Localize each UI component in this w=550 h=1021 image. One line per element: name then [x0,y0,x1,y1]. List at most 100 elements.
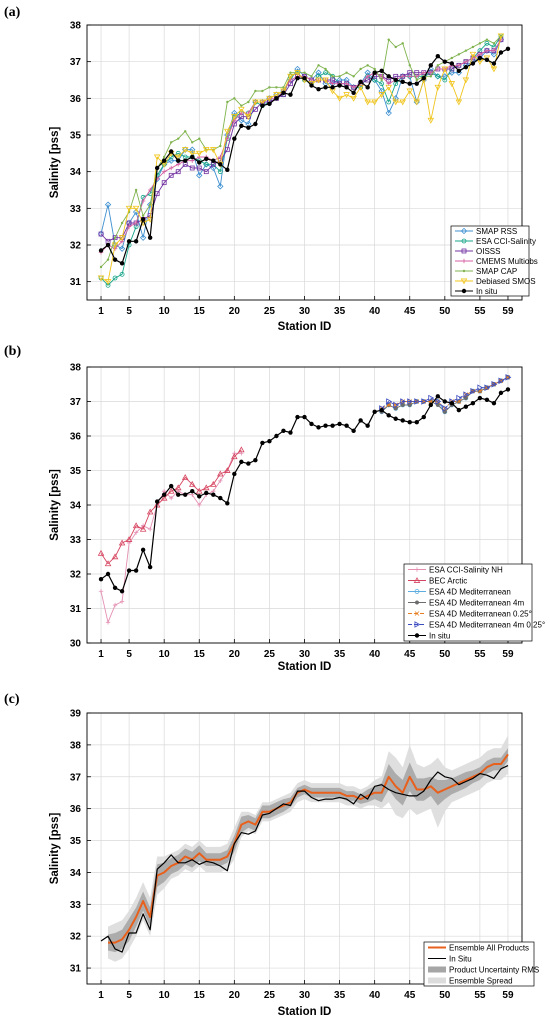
data-point [232,471,237,477]
data-point [330,423,335,428]
legend-marker [461,248,467,254]
x-tick-label: 55 [474,990,486,1001]
data-point [147,526,153,532]
data-point [141,214,145,217]
chart-panel-2: (b)1 5 10 15 20 25 30 35 40 45 50 55 593031323334353… [4,344,545,673]
data-point [252,99,259,106]
data-point [168,157,175,164]
data-point [421,414,426,420]
data-point [485,38,489,41]
x-tick-label: 40 [369,649,381,660]
series-line [100,765,509,953]
y-axis-label: Salinity [pss] [49,469,61,541]
data-point [288,92,293,97]
data-point [125,205,133,212]
data-point [275,86,278,89]
legend-marker [413,577,421,583]
data-point [139,525,147,532]
data-point [119,261,125,266]
legend-item: Product Uncertainty RMS [428,965,539,974]
data-point [442,399,448,404]
x-tick-label: 10 [159,649,171,660]
data-point [484,57,490,63]
data-point [181,473,189,480]
data-point [99,265,103,269]
data-point [428,402,433,408]
data-point [118,245,126,252]
x-tick-label: 5 [126,306,132,317]
data-point [190,489,195,494]
x-tick-label: 1 [98,306,104,317]
legend-marker [461,258,467,264]
data-point [140,217,146,222]
y-tick-label: 34 [70,501,82,512]
data-point [254,89,257,93]
y-tick-label: 36 [70,432,82,443]
data-point [505,374,512,381]
data-point [118,539,126,546]
data-point [407,81,412,86]
data-point [463,404,469,409]
y-tick-label: 34 [70,868,82,879]
series-line [100,35,502,283]
data-point [378,92,385,99]
data-point [505,387,511,392]
data-point [421,70,426,75]
x-axis-label: Station ID [278,1006,332,1018]
legend-marker [460,227,468,235]
y-tick-label: 35 [70,131,82,142]
data-point [393,402,398,408]
data-point [407,420,412,425]
data-point [462,77,470,84]
data-point [491,61,497,66]
data-point [219,144,222,148]
data-point [247,100,250,104]
panel-label: (c) [4,692,20,707]
data-point [175,169,181,175]
data-point [400,398,407,405]
series-line [100,35,502,268]
data-point [195,487,203,494]
data-point [119,589,125,594]
data-point [302,414,307,420]
y-axis-label: Salinity [pss] [49,813,61,885]
data-point [490,51,498,58]
data-point [105,282,111,288]
data-point [394,45,397,49]
data-point [464,49,468,52]
legend-marker [414,600,420,605]
data-point [365,423,370,428]
data-point [294,70,301,77]
legend: Ensemble All Products In Situ Product Unce… [423,941,539,987]
x-axis-label: Station ID [278,321,332,333]
data-point [435,66,441,72]
legend-label: BEC Arctic [429,576,467,585]
data-point [268,86,271,89]
data-point [434,84,442,91]
legend-item: In Situ [428,954,472,963]
data-point [210,480,217,487]
data-point [98,231,104,237]
data-point [387,38,390,41]
data-point [267,101,272,107]
data-point [379,68,384,74]
x-tick-label: 45 [404,649,416,660]
band-ensemble-spread [108,735,508,962]
data-point [253,121,258,127]
data-point [134,188,138,192]
x-tick-label: 15 [194,306,206,317]
data-point [351,428,356,434]
data-point [105,571,111,577]
data-point [126,224,132,229]
chart-panel-3: (c)1 5 10 15 20 25 30 35 40 45 50 55 593132333435363… [4,692,539,1018]
data-point [331,75,334,78]
data-point [239,123,244,129]
y-tick-label: 37 [70,772,82,783]
data-point [225,501,230,506]
data-point [338,75,341,78]
x-tick-label: 50 [439,649,451,660]
data-point [111,553,119,560]
data-point [153,154,161,161]
series-in-situ [98,46,511,266]
data-point [98,589,104,594]
